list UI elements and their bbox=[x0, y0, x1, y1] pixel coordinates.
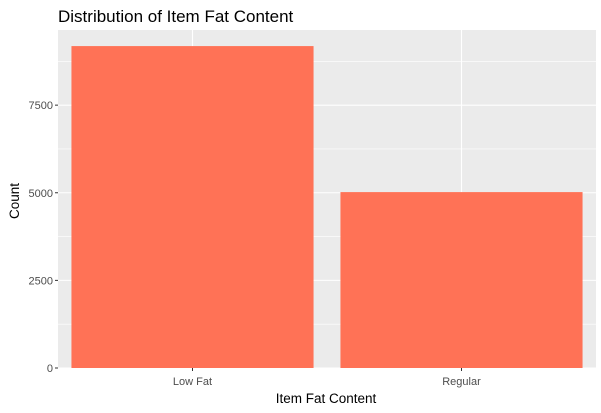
x-axis-title: Item Fat Content bbox=[276, 391, 377, 406]
x-tick-label: Regular bbox=[442, 376, 481, 388]
chart-title: Distribution of Item Fat Content bbox=[58, 7, 294, 26]
bars bbox=[71, 46, 583, 369]
bar-low-fat bbox=[71, 46, 314, 369]
y-tick-label: 7500 bbox=[29, 100, 53, 112]
x-tick-label: Low Fat bbox=[173, 376, 212, 388]
y-tick-label: 2500 bbox=[29, 275, 53, 287]
bar-regular bbox=[340, 192, 583, 368]
y-tick-label: 5000 bbox=[29, 188, 53, 200]
axes: 0 2500 5000 7500 Low Fat Regular bbox=[29, 100, 482, 388]
y-tick-label: 0 bbox=[47, 363, 53, 375]
y-axis-title: Count bbox=[7, 183, 22, 219]
